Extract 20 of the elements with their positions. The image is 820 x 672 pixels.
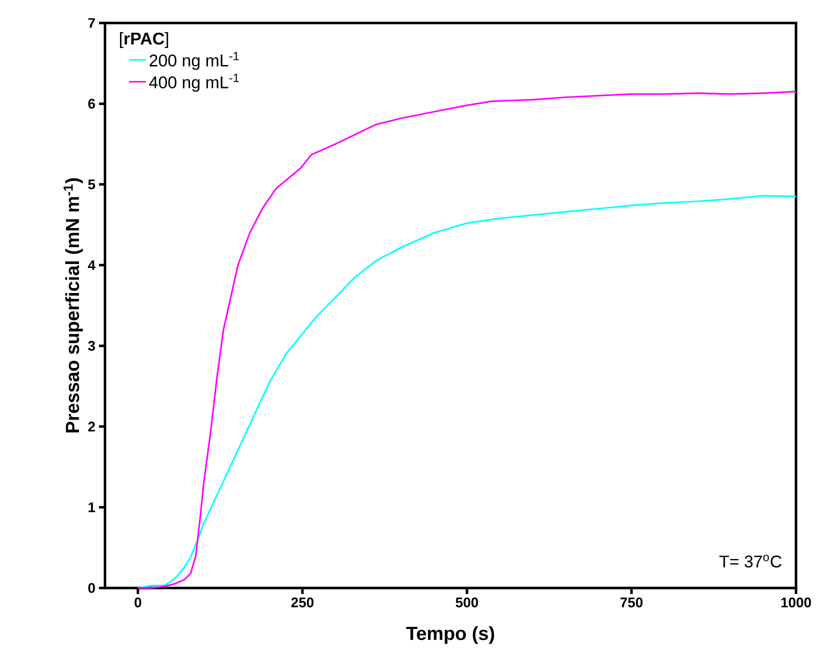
x-tick-label: 0 [134,597,142,608]
y-tick-label: 3 [88,340,95,351]
y-axis-title: Pressao superficial (mN m$^{-1}$) [64,178,83,432]
y-tick-label: 6 [88,98,95,109]
y-tick-label: 0 [88,583,95,593]
x-tick-label: 750 [620,597,643,608]
x-tick-label: 1000 [781,597,811,608]
annotation: T= 37$^{o}$C [719,554,782,568]
y-tick-label: 7 [88,18,95,28]
y-tick-label: 5 [88,180,96,190]
y-tick-label: 4 [88,260,96,270]
x-axis-title: Tempo (s) [406,626,494,644]
x-tick-label: 500 [456,597,478,608]
y-tick-label: 1 [88,502,96,512]
line-series [137,194,797,589]
x-tick-label: 250 [291,597,314,608]
y-tick-label: 2 [88,422,95,432]
legend-label: 200 ng mL$^{-1}$ [150,52,239,70]
legend-label: 400 ng mL$^{-1}$ [149,74,239,92]
legend-title: [rPAC] [120,32,168,48]
